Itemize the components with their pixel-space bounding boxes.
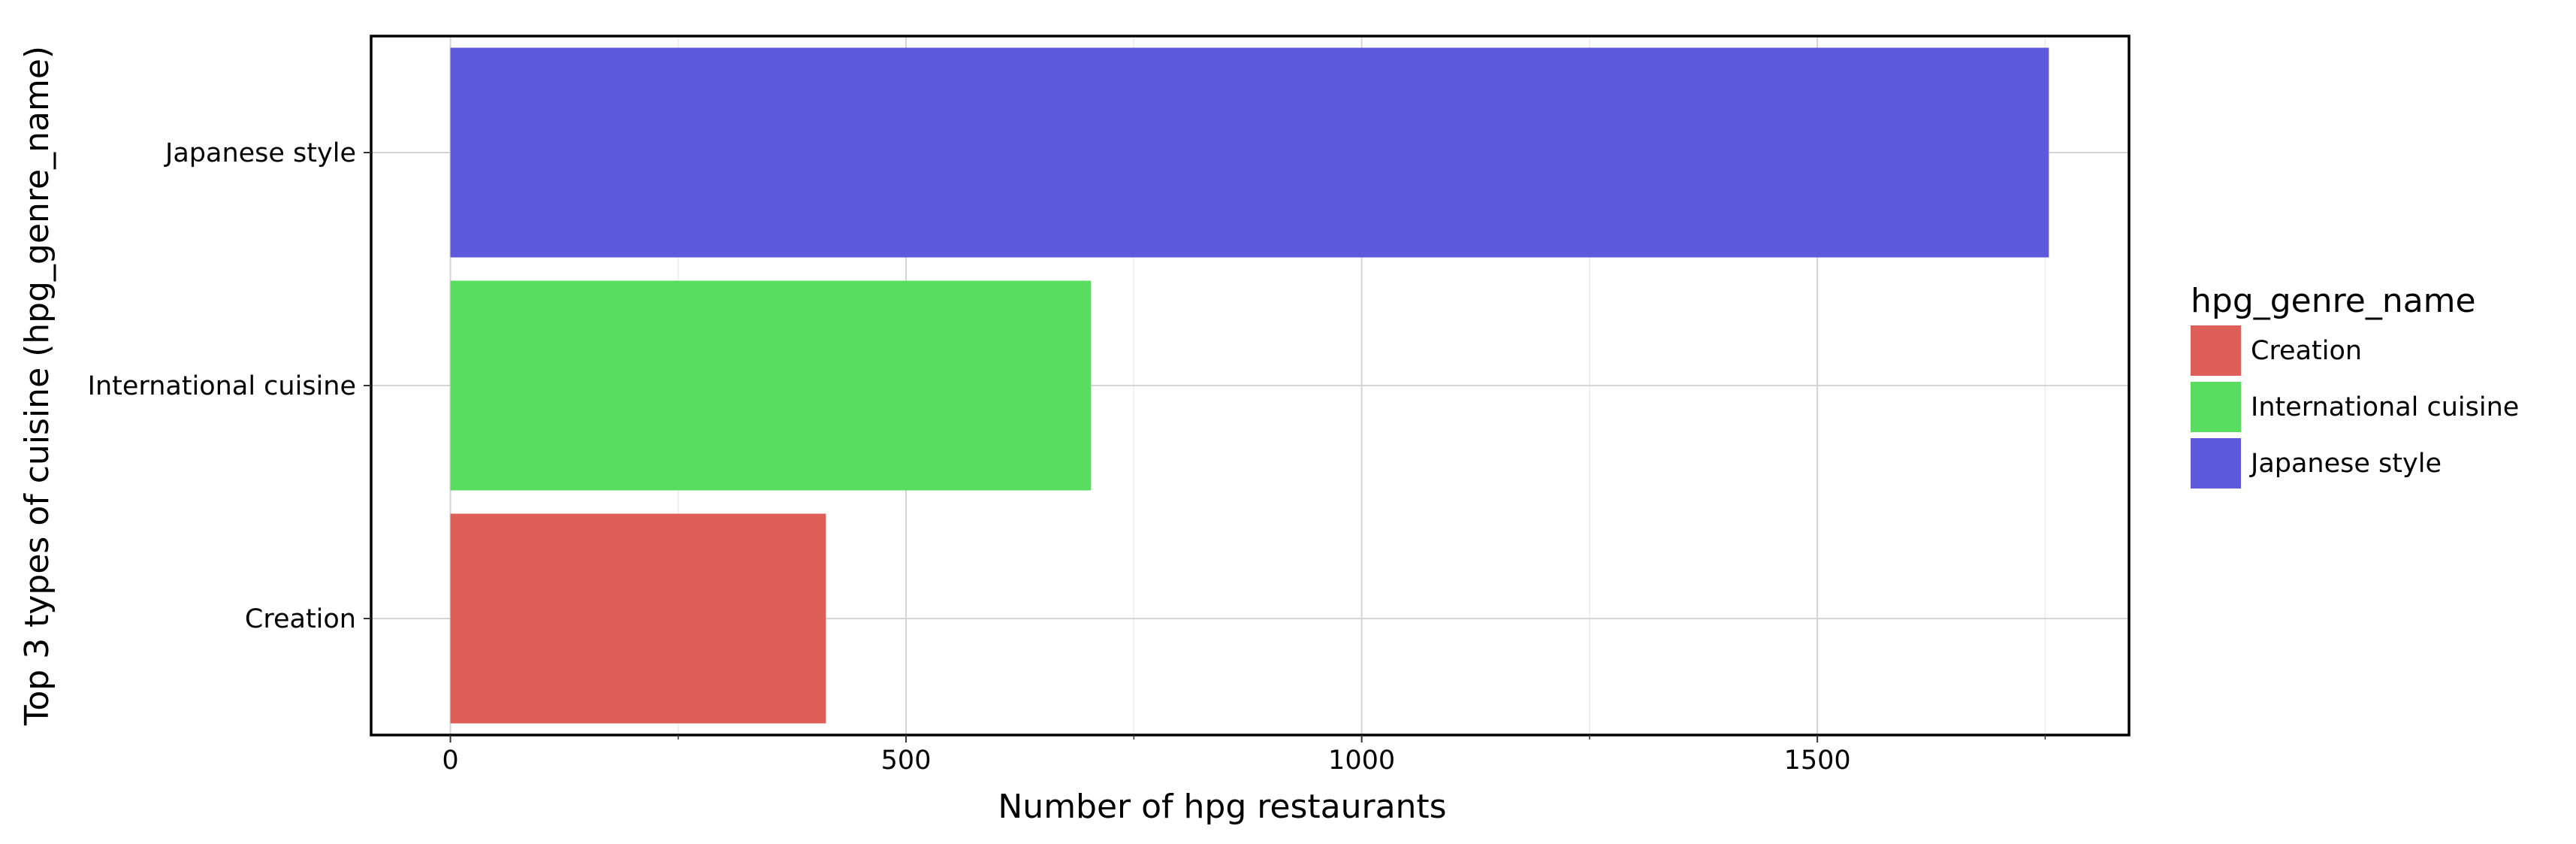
x-tick-label: 1500: [1784, 746, 1851, 776]
x-tick-label: 0: [442, 746, 458, 776]
x-axis-title: Number of hpg restaurants: [998, 788, 1446, 826]
ticks: 0 500 1000 1500 Creation International cuisin…: [88, 138, 2046, 776]
x-tick-label: 500: [881, 746, 932, 776]
x-tick-label: 1000: [1328, 746, 1395, 776]
legend-swatch-international-cuisine: [2191, 382, 2241, 432]
bar-international-cuisine: [450, 280, 1092, 491]
legend-swatch-creation: [2191, 325, 2241, 376]
y-tick-label: Japanese style: [164, 138, 356, 168]
bar-creation: [450, 513, 826, 724]
legend-label-japanese-style: Japanese style: [2249, 449, 2442, 479]
bars: [450, 47, 2049, 724]
legend-label-international-cuisine: International cuisine: [2251, 392, 2519, 422]
y-tick-label: International cuisine: [88, 371, 356, 401]
legend-label-creation: Creation: [2251, 336, 2362, 366]
y-tick-label: Creation: [245, 604, 356, 634]
y-axis-title: Top 3 types of cuisine (hpg_genre_name): [18, 46, 56, 726]
bar-japanese-style: [450, 47, 2049, 258]
legend: hpg_genre_name Creation International cu…: [2191, 282, 2519, 489]
legend-title: hpg_genre_name: [2191, 282, 2476, 320]
legend-swatch-japanese-style: [2191, 438, 2241, 489]
